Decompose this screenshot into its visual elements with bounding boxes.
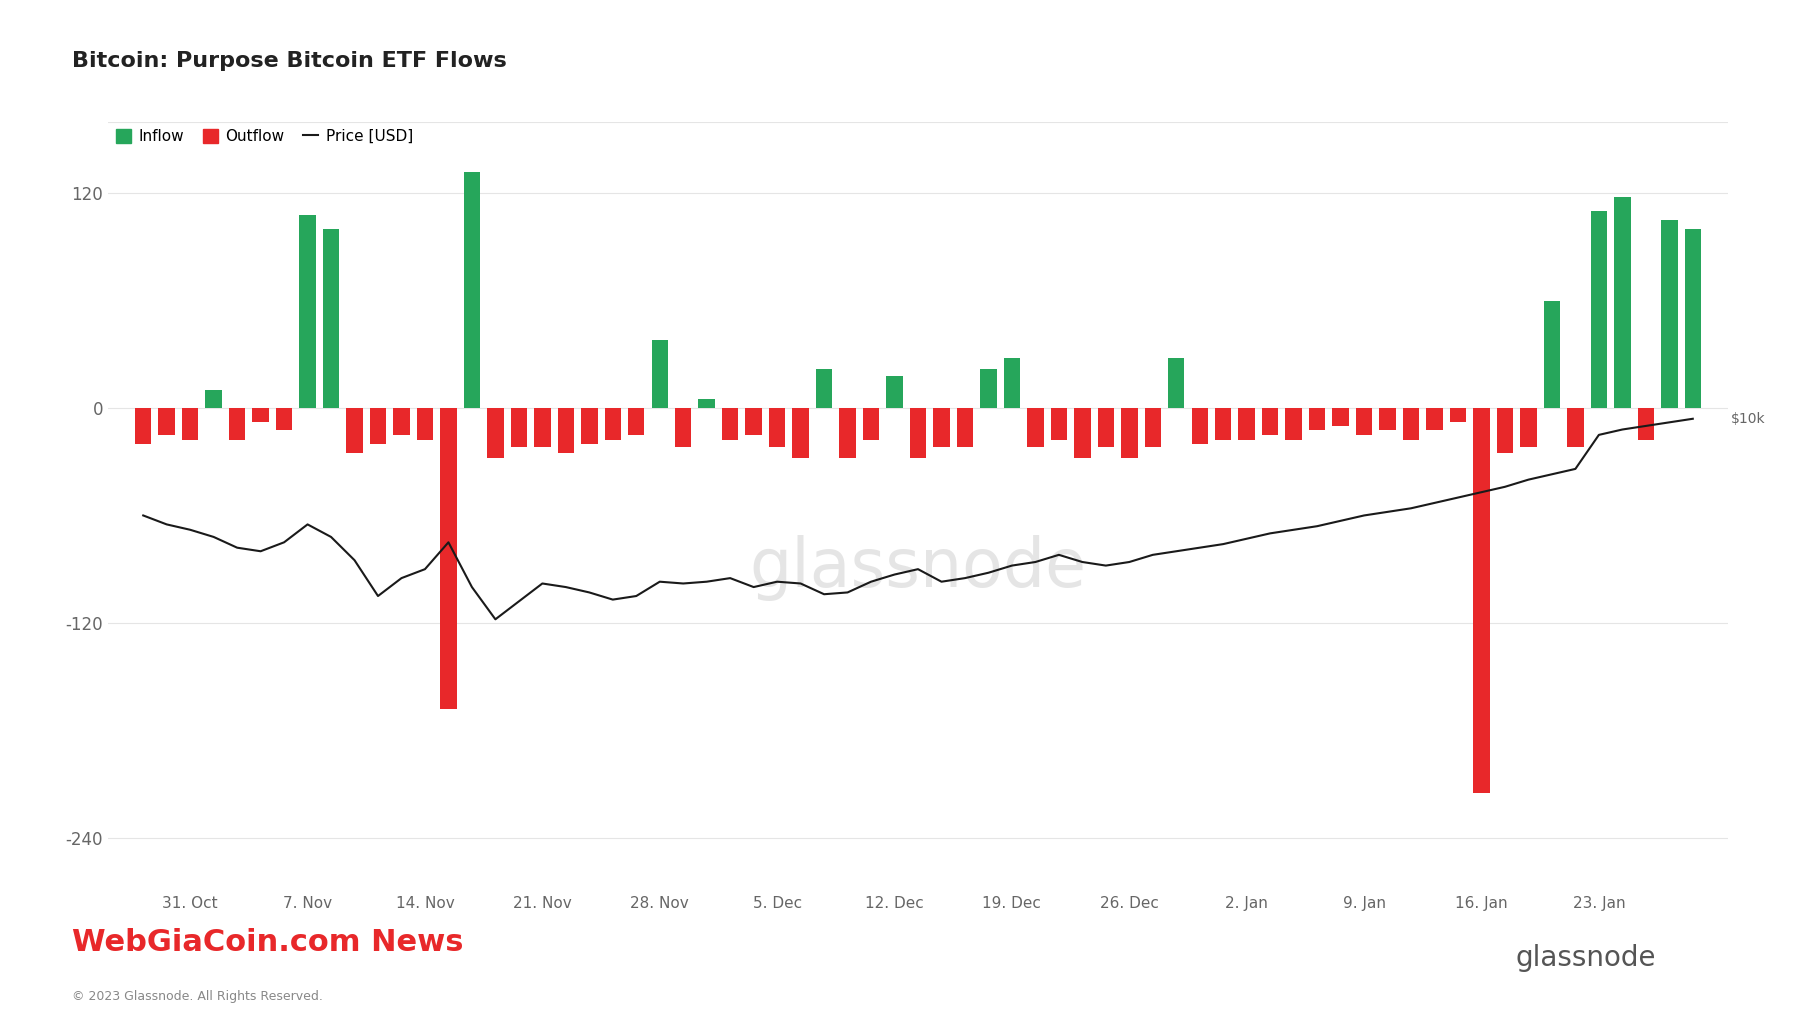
Bar xyxy=(1449,408,1467,422)
Bar xyxy=(205,390,221,408)
Bar xyxy=(511,408,527,448)
Bar xyxy=(722,408,738,441)
Bar xyxy=(1521,408,1537,448)
Text: glassnode: glassnode xyxy=(749,535,1087,601)
Text: Bitcoin: Purpose Bitcoin ETF Flows: Bitcoin: Purpose Bitcoin ETF Flows xyxy=(72,51,508,71)
Bar xyxy=(675,408,691,448)
Bar xyxy=(1262,408,1278,435)
Bar xyxy=(1028,408,1044,448)
Bar xyxy=(1568,408,1584,448)
Bar xyxy=(369,408,387,444)
Bar xyxy=(958,408,974,448)
Bar xyxy=(1638,408,1654,441)
Bar xyxy=(1402,408,1418,441)
Bar xyxy=(299,215,315,408)
Bar xyxy=(932,408,950,448)
Bar xyxy=(1238,408,1255,441)
Bar xyxy=(1332,408,1348,425)
Bar xyxy=(581,408,598,444)
Bar xyxy=(909,408,927,458)
Bar xyxy=(1355,408,1372,435)
Bar xyxy=(1591,211,1607,408)
Bar xyxy=(322,229,338,408)
Bar xyxy=(628,408,644,435)
Text: $10k: $10k xyxy=(1732,411,1766,425)
Bar xyxy=(1004,358,1021,408)
Bar xyxy=(275,408,292,430)
Bar xyxy=(488,408,504,458)
Bar xyxy=(1192,408,1208,444)
Bar xyxy=(1168,358,1184,408)
Text: © 2023 Glassnode. All Rights Reserved.: © 2023 Glassnode. All Rights Reserved. xyxy=(72,990,322,1003)
Legend: Inflow, Outflow, Price [USD]: Inflow, Outflow, Price [USD] xyxy=(115,130,412,144)
Bar xyxy=(182,408,198,441)
Bar xyxy=(698,399,715,408)
Text: WebGiaCoin.com News: WebGiaCoin.com News xyxy=(72,928,464,957)
Bar xyxy=(1661,220,1678,408)
Bar xyxy=(464,171,481,408)
Bar xyxy=(1615,197,1631,408)
Text: glassnode: glassnode xyxy=(1516,944,1656,972)
Bar xyxy=(862,408,878,441)
Bar xyxy=(1472,408,1490,793)
Bar xyxy=(605,408,621,441)
Bar xyxy=(1098,408,1114,448)
Bar xyxy=(745,408,761,435)
Bar xyxy=(229,408,245,441)
Bar xyxy=(1121,408,1138,458)
Bar xyxy=(558,408,574,453)
Bar xyxy=(346,408,364,453)
Bar xyxy=(652,340,668,408)
Bar xyxy=(839,408,855,458)
Bar xyxy=(769,408,785,448)
Bar xyxy=(1544,301,1561,408)
Bar xyxy=(1426,408,1444,430)
Bar xyxy=(886,376,904,408)
Bar xyxy=(792,408,808,458)
Bar xyxy=(1379,408,1395,430)
Bar xyxy=(1285,408,1301,441)
Bar xyxy=(1051,408,1067,441)
Bar xyxy=(1075,408,1091,458)
Bar xyxy=(418,408,434,441)
Bar xyxy=(535,408,551,448)
Bar xyxy=(135,408,151,444)
Bar xyxy=(1309,408,1325,430)
Bar xyxy=(815,369,832,408)
Bar xyxy=(252,408,268,422)
Bar xyxy=(441,408,457,709)
Bar xyxy=(1498,408,1514,453)
Bar xyxy=(1685,229,1701,408)
Bar xyxy=(158,408,175,435)
Bar xyxy=(981,369,997,408)
Bar xyxy=(1215,408,1231,441)
Bar xyxy=(392,408,410,435)
Bar xyxy=(1145,408,1161,448)
